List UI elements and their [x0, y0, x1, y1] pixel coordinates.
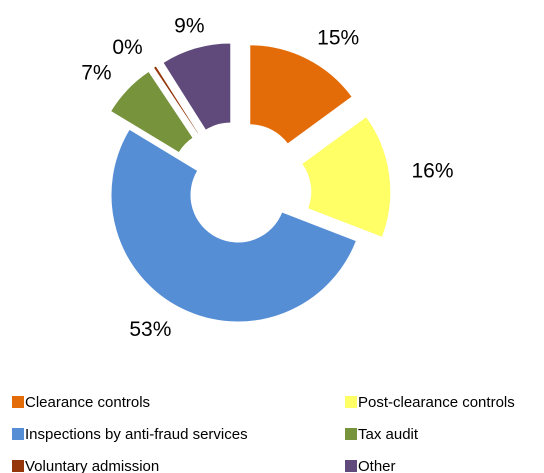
donut-slice — [249, 44, 353, 145]
slice-label: 0% — [112, 36, 142, 59]
donut-slice — [109, 70, 194, 154]
slice-label: 7% — [81, 62, 111, 85]
donut-slice — [110, 128, 358, 323]
legend-label: Tax audit — [358, 426, 419, 443]
donut-slice — [162, 42, 232, 131]
slice-label: 16% — [411, 160, 453, 183]
donut-slice — [152, 65, 200, 135]
legend-label: Voluntary admission — [25, 458, 159, 473]
legend-label: Clearance controls — [25, 394, 150, 411]
legend-label: Other — [358, 458, 396, 473]
legend-swatch — [345, 428, 357, 440]
slice-label: 9% — [174, 14, 204, 37]
donut-slice — [300, 115, 392, 239]
legend-swatch — [12, 396, 24, 408]
legend-label: Inspections by anti-fraud services — [25, 426, 248, 443]
legend-label: Post-clearance controls — [358, 394, 515, 411]
legend-swatch — [12, 460, 24, 472]
legend-swatch — [12, 428, 24, 440]
slice-label: 53% — [129, 318, 171, 341]
slice-label: 15% — [317, 26, 359, 49]
legend-swatch — [345, 396, 357, 408]
legend-swatch — [345, 460, 357, 472]
